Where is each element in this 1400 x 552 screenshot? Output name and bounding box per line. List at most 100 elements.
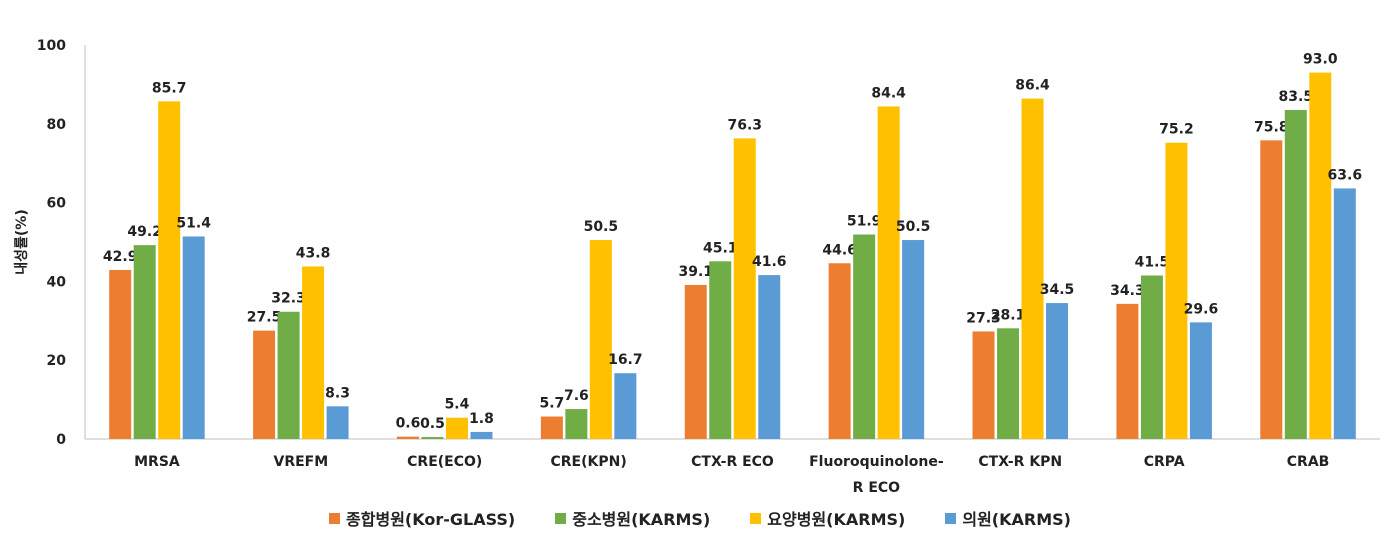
legend-item: 요양병원(KARMS) [750, 506, 905, 530]
data-label: 75.2 [1159, 122, 1194, 138]
x-tick-label: MRSA [134, 454, 180, 470]
bar [853, 234, 876, 439]
bar [396, 436, 419, 439]
data-label: 32.3 [271, 291, 306, 307]
bar [972, 331, 995, 439]
data-label: 7.6 [564, 388, 589, 404]
data-label: 93.0 [1303, 52, 1338, 68]
bar [1165, 142, 1188, 439]
y-tick-label: 0 [56, 432, 66, 448]
legend-item: 종합병원(Kor-GLASS) [329, 506, 515, 530]
bar [1189, 322, 1212, 439]
x-tick-label: CRE(ECO) [407, 454, 483, 470]
bar [565, 409, 588, 439]
bar [684, 284, 707, 439]
data-label: 27.5 [247, 310, 282, 326]
data-label: 8.3 [325, 385, 350, 401]
bar [828, 263, 851, 439]
bar [326, 406, 349, 439]
bar [1333, 188, 1356, 439]
bar [877, 106, 900, 440]
data-label: 86.4 [1015, 78, 1050, 94]
data-label: 49.2 [127, 224, 162, 240]
data-label: 27.3 [966, 310, 1001, 326]
bar [1140, 275, 1163, 439]
bar [1309, 72, 1332, 439]
data-label: 39.1 [678, 264, 713, 280]
data-label: 34.3 [1110, 283, 1145, 299]
data-label: 51.4 [176, 215, 211, 231]
data-label: 5.4 [445, 397, 470, 413]
data-label: 29.6 [1184, 301, 1219, 317]
bar [133, 245, 156, 439]
data-label: 42.9 [103, 249, 138, 265]
data-label: 0.6 [396, 416, 421, 432]
bar [445, 417, 468, 439]
bar [158, 101, 181, 439]
data-label: 44.6 [822, 242, 857, 258]
data-label: 0.5 [420, 416, 445, 432]
legend-swatch [555, 512, 567, 524]
data-label: 50.5 [896, 219, 931, 235]
data-label: 85.7 [152, 80, 187, 96]
legend: 종합병원(Kor-GLASS) 중소병원(KARMS) 요양병원(KARMS) 의원(… [0, 506, 1400, 530]
bar [1021, 98, 1044, 440]
bar [1116, 303, 1139, 439]
bar [109, 269, 132, 439]
data-label: 5.7 [539, 396, 564, 412]
x-tick-label: VREFM [273, 454, 329, 470]
y-tick-label: 40 [47, 274, 67, 290]
bar [421, 437, 444, 439]
x-tick-label: CRAB [1286, 454, 1330, 470]
x-tick-label: CTX-R KPN [978, 454, 1063, 470]
data-label: 45.1 [703, 240, 738, 256]
bar [733, 138, 756, 440]
data-label: 50.5 [584, 219, 619, 235]
bar [589, 240, 612, 439]
y-tick-label: 100 [37, 38, 66, 54]
data-label: 75.8 [1254, 119, 1289, 135]
legend-swatch [750, 512, 762, 524]
data-label: 41.6 [752, 254, 787, 270]
data-label: 76.3 [727, 117, 762, 133]
data-label: 51.9 [847, 214, 882, 230]
y-tick-label: 80 [47, 117, 67, 133]
legend-swatch [945, 512, 957, 524]
x-tick-label: CRE(KPN) [550, 454, 627, 470]
y-tick-label: 60 [47, 196, 67, 212]
y-axis-title: 내성률(%) [13, 209, 30, 274]
data-label: 41.5 [1135, 254, 1170, 270]
legend-label: 종합병원(Kor-GLASS) [346, 510, 516, 529]
bar [614, 373, 637, 439]
legend-label: 요양병원(KARMS) [767, 510, 906, 529]
bar [1046, 303, 1069, 439]
x-tick-label: CRPA [1143, 454, 1185, 470]
bar [1260, 140, 1283, 439]
data-label: 43.8 [296, 245, 331, 261]
data-label: 28.1 [991, 307, 1026, 323]
legend-item: 의원(KARMS) [945, 506, 1071, 530]
data-label: 16.7 [608, 352, 643, 368]
bar [758, 275, 781, 439]
legend-label: 의원(KARMS) [962, 510, 1071, 529]
y-tick-label: 20 [47, 353, 67, 369]
bar [902, 240, 925, 439]
x-tick-label: CTX-R ECO [691, 454, 774, 470]
bar [182, 236, 205, 439]
bar [302, 266, 325, 439]
bar [277, 311, 300, 439]
legend-label: 중소병원(KARMS) [572, 510, 711, 529]
bar [709, 261, 732, 439]
x-tick-label: Fluoroquinolone-R ECO [809, 454, 944, 496]
data-label: 83.5 [1279, 89, 1314, 105]
bar [997, 328, 1020, 439]
data-label: 63.6 [1328, 167, 1363, 183]
bar [470, 431, 493, 439]
data-label: 84.4 [871, 85, 906, 101]
bar [540, 416, 563, 439]
legend-swatch [329, 512, 341, 524]
bar [253, 330, 276, 439]
bar [1284, 110, 1307, 439]
